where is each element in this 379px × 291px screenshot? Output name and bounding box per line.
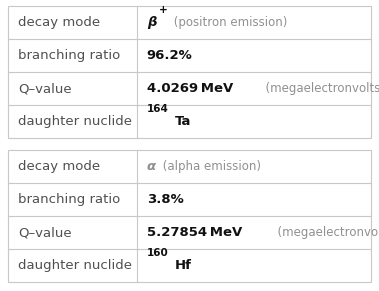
Bar xyxy=(8,6,371,138)
Text: 5.27854 MeV: 5.27854 MeV xyxy=(147,226,242,239)
Text: 3.8%: 3.8% xyxy=(147,193,183,206)
Text: branching ratio: branching ratio xyxy=(18,49,120,62)
Text: β: β xyxy=(147,16,157,29)
Text: 96.2%: 96.2% xyxy=(147,49,193,62)
Text: daughter nuclide: daughter nuclide xyxy=(18,259,132,272)
Text: Q–value: Q–value xyxy=(18,82,72,95)
Text: daughter nuclide: daughter nuclide xyxy=(18,115,132,128)
Text: α: α xyxy=(147,160,156,173)
Text: 160: 160 xyxy=(147,248,169,258)
Text: Q–value: Q–value xyxy=(18,226,72,239)
Text: branching ratio: branching ratio xyxy=(18,193,120,206)
Text: (megaelectronvolts): (megaelectronvolts) xyxy=(258,82,379,95)
Bar xyxy=(8,150,371,282)
Text: decay mode: decay mode xyxy=(18,160,100,173)
Text: (positron emission): (positron emission) xyxy=(171,16,288,29)
Text: 164: 164 xyxy=(147,104,169,114)
Text: +: + xyxy=(159,5,168,15)
Text: (alpha emission): (alpha emission) xyxy=(159,160,261,173)
Text: 4.0269 MeV: 4.0269 MeV xyxy=(147,82,233,95)
Text: Ta: Ta xyxy=(175,115,191,128)
Text: decay mode: decay mode xyxy=(18,16,100,29)
Text: (megaelectronvolts): (megaelectronvolts) xyxy=(270,226,379,239)
Text: Hf: Hf xyxy=(175,259,192,272)
